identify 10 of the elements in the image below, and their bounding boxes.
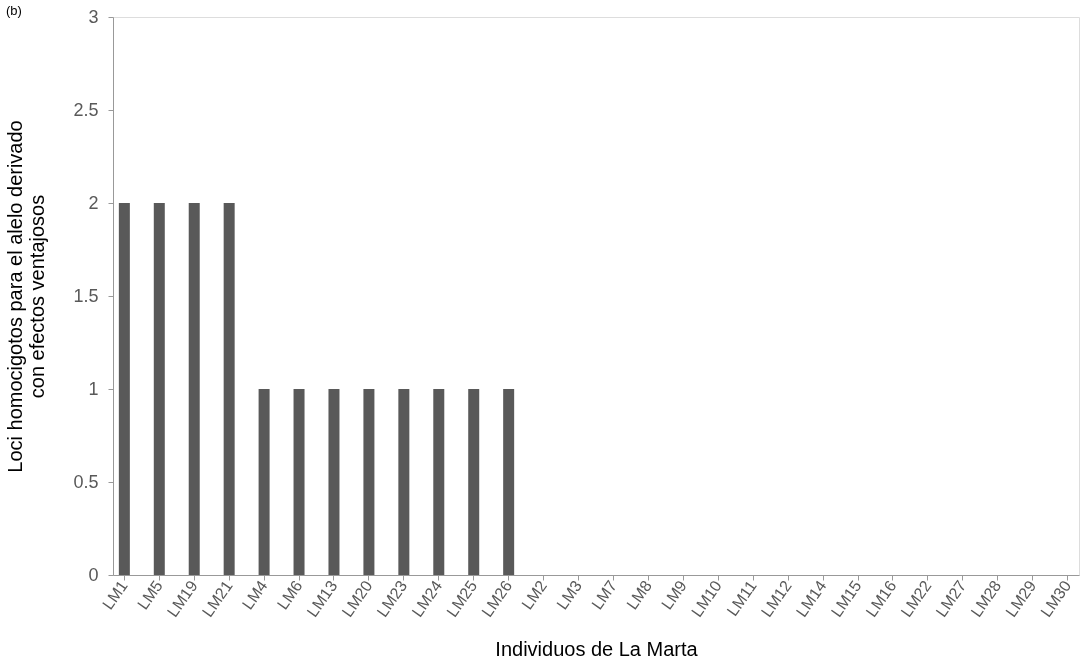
text: (b)	[5, 3, 22, 18]
y-tick-label: 0	[88, 564, 99, 585]
y-tick-label: 3	[88, 6, 99, 27]
x-axis-title: Individuos de La Marta	[495, 637, 699, 660]
y-tick-label: 1.5	[73, 285, 99, 306]
y-tick-label: 2.5	[73, 99, 99, 120]
y-tick-label: 2	[88, 192, 99, 213]
y-tick-label: 0.5	[73, 471, 99, 492]
y-axis-title: Loci homocigotos para el alelo derivado con efectos ventajosos	[4, 120, 49, 473]
y-tick-label: 1	[88, 378, 99, 399]
